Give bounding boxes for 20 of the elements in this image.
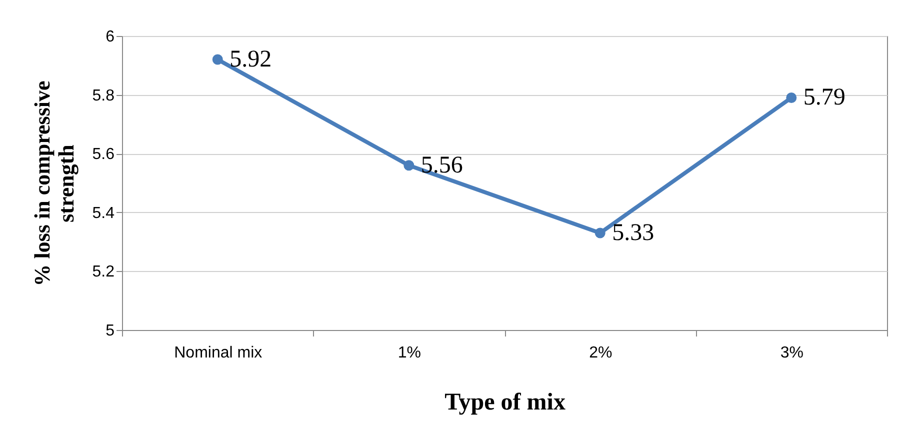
y-tick-label: 5.6 [92, 146, 115, 164]
y-axis-title: % loss in compressive strength [29, 80, 78, 286]
x-tick-label: 1% [398, 344, 421, 362]
data-label: 5.79 [803, 84, 846, 111]
x-tick-label: 2% [589, 344, 612, 362]
y-tick-label: 5.4 [92, 204, 115, 222]
y-tick-label: 5.8 [92, 87, 115, 104]
x-tick-label: 3% [780, 344, 804, 362]
point [404, 160, 414, 171]
y-tick-label: 5 [106, 322, 115, 340]
y-tick-label: 6 [106, 28, 115, 46]
point [212, 54, 223, 65]
x-tick-label: Nominal mix [174, 344, 262, 362]
point [786, 92, 797, 103]
y-tick-label: 5.2 [92, 264, 115, 281]
point [594, 228, 606, 238]
data-label: 5.33 [612, 220, 654, 246]
data-label: 5.92 [230, 46, 272, 73]
x-axis-title: Type of mix [444, 390, 566, 416]
data-label: 5.56 [420, 152, 463, 178]
